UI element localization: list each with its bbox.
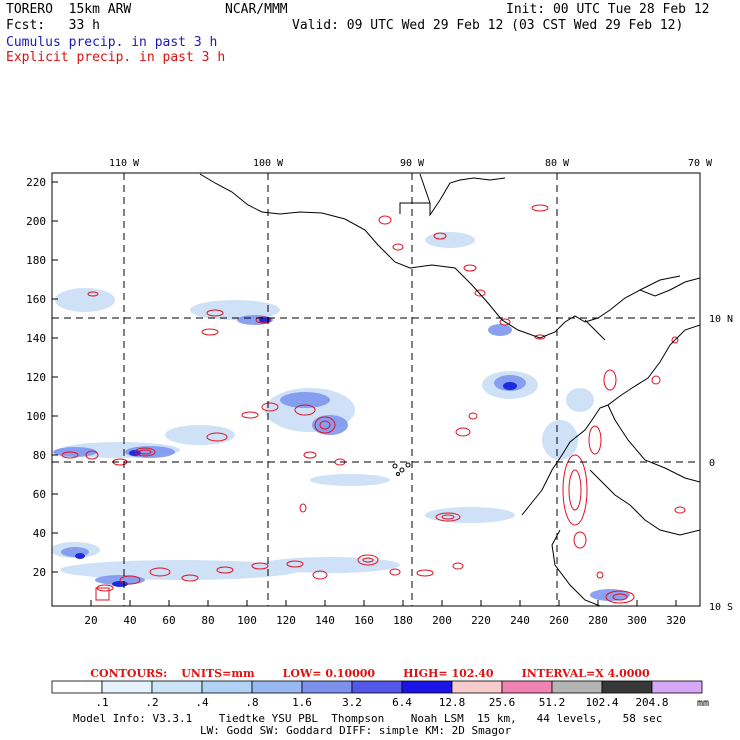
field-explicit-label: Explicit precip. in past 3 h — [6, 50, 226, 65]
valid-time: Valid: 09 UTC Wed 29 Feb 12 (03 CST Wed … — [292, 18, 684, 33]
lon-labels: 110 W 100 W 90 W 80 W 70 W — [109, 158, 713, 169]
colorbar-label: 51.2 — [539, 696, 566, 709]
x-tick-label: 300 — [627, 614, 647, 627]
x-tick-label: 200 — [432, 614, 452, 627]
colorbar-swatch — [101, 680, 153, 694]
contour-info: CONTOURS: UNITS=mm LOW= 0.10000 HIGH= 102.4… — [0, 667, 740, 680]
cumulus-light-areas — [52, 232, 594, 580]
model-info-line1: Model Info: V3.3.1 Tiedtke YSU PBL Thomp… — [73, 712, 663, 725]
colorbar-label: 6.4 — [392, 696, 412, 709]
x-tick-label: 160 — [354, 614, 374, 627]
colorbar-unit: mm — [697, 698, 709, 709]
contour-units: UNITS=mm — [181, 667, 255, 680]
lat-lon-grid — [52, 173, 700, 606]
colorbar-swatch — [151, 680, 203, 694]
forecast-hour: Fcst: 33 h — [6, 18, 100, 33]
y-tick-label: 20 — [33, 566, 46, 579]
map-frame — [51, 172, 701, 607]
colorbar-label: .1 — [95, 696, 108, 709]
model-title: TORERO 15km ARW — [6, 2, 132, 17]
y-tick-label: 80 — [33, 449, 46, 462]
lat-labels: 10 N 0 10 S — [709, 314, 733, 613]
colorbar-swatch — [451, 680, 503, 694]
colorbar-label: 12.8 — [439, 696, 466, 709]
y-tick-label: 40 — [33, 527, 46, 540]
field-cumulus-label: Cumulus precip. in past 3 h — [6, 35, 218, 50]
colorbar-label: 3.2 — [342, 696, 362, 709]
colorbar-swatch — [201, 680, 253, 694]
colorbar-label: 25.6 — [489, 696, 516, 709]
x-tick-label: 220 — [471, 614, 491, 627]
contour-low: LOW= 0.10000 — [282, 667, 376, 680]
colorbar-label: .8 — [245, 696, 258, 709]
colorbar-swatch — [501, 680, 553, 694]
lat-label: 0 — [709, 458, 715, 469]
y-tick-label: 160 — [26, 293, 46, 306]
x-tick-label: 180 — [393, 614, 413, 627]
colorbar-label: 204.8 — [635, 696, 668, 709]
lon-label: 90 W — [400, 158, 425, 169]
colorbar-swatch — [651, 680, 703, 694]
x-tick-label: 280 — [588, 614, 608, 627]
colorbar-swatch — [351, 680, 403, 694]
contour-label: CONTOURS: — [90, 667, 168, 680]
lat-label: 10 N — [709, 314, 733, 325]
colorbar-label: .4 — [195, 696, 209, 709]
colorbar-label: .2 — [145, 696, 158, 709]
y-tick-label: 140 — [26, 332, 46, 345]
y-tick-label: 120 — [26, 371, 46, 384]
lat-label: 10 S — [709, 602, 733, 613]
lon-label: 70 W — [688, 158, 713, 169]
colorbar-swatch — [51, 680, 103, 694]
y-tick-label: 200 — [26, 215, 46, 228]
init-time: Init: 00 UTC Tue 28 Feb 12 — [506, 2, 710, 17]
contour-high: HIGH= 102.40 — [403, 667, 494, 680]
org-label: NCAR/MMM — [225, 2, 288, 17]
colorbar-label: 102.4 — [585, 696, 618, 709]
contour-interval: INTERVAL=X 4.0000 — [521, 667, 650, 680]
lon-label: 110 W — [109, 158, 140, 169]
x-tick-label: 80 — [201, 614, 214, 627]
lon-label: 80 W — [545, 158, 570, 169]
x-tick-label: 260 — [549, 614, 569, 627]
y-tick-label: 60 — [33, 488, 46, 501]
precip-layer — [52, 173, 700, 606]
y-axis-labels: 220 200 180 160 140 120 100 80 60 40 20 — [26, 176, 46, 579]
coastlines — [199, 173, 700, 606]
x-axis-labels: 20 40 60 80 100 120 140 160 180 200 220 … — [84, 614, 686, 627]
y-tick-label: 100 — [26, 410, 46, 423]
lon-label: 100 W — [253, 158, 284, 169]
x-tick-label: 20 — [84, 614, 97, 627]
x-tick-label: 320 — [666, 614, 686, 627]
x-tick-label: 240 — [510, 614, 530, 627]
y-tick-label: 180 — [26, 254, 46, 267]
model-info-line2: LW: Godd SW: Goddard DIFF: simple KM: 2D… — [200, 724, 512, 737]
axis-ticks — [52, 181, 677, 606]
colorbar-swatch — [601, 680, 653, 694]
color-bar — [51, 680, 703, 694]
colorbar-swatch — [401, 680, 453, 694]
colorbar-swatch — [551, 680, 603, 694]
color-bar-labels: .1 .2 .4 .8 1.6 3.2 6.4 12.8 25.6 51.2 1… — [95, 696, 668, 709]
x-tick-label: 100 — [237, 614, 257, 627]
x-tick-label: 60 — [162, 614, 175, 627]
y-tick-label: 220 — [26, 176, 46, 189]
explicit-contours — [61, 204, 686, 604]
x-tick-label: 140 — [315, 614, 335, 627]
colorbar-swatch — [301, 680, 353, 694]
colorbar-swatch — [251, 680, 303, 694]
colorbar-label: 1.6 — [292, 696, 312, 709]
x-tick-label: 120 — [276, 614, 296, 627]
x-tick-label: 40 — [123, 614, 136, 627]
